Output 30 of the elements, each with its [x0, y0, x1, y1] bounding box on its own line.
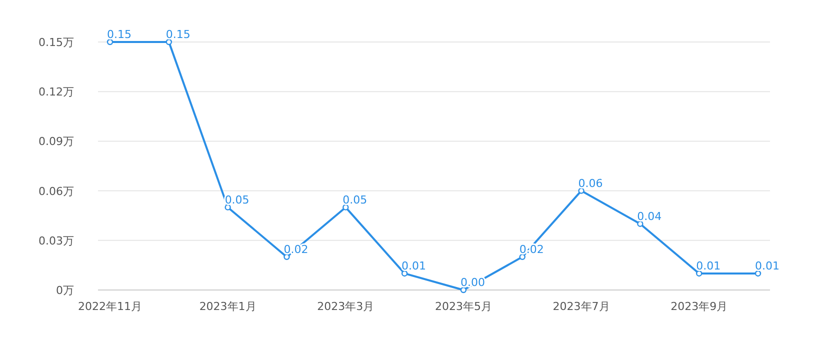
x-tick-label: 2022年11月 [78, 300, 142, 313]
data-label: 0.04 [637, 210, 662, 223]
x-tick-label: 2023年1月 [199, 300, 256, 313]
point [578, 188, 584, 194]
point [224, 204, 231, 210]
x-tick-label: 2023年3月 [317, 300, 374, 313]
data-label: 0.15 [107, 28, 132, 41]
point [166, 38, 172, 46]
point [106, 38, 114, 46]
data-label: 0.15 [166, 28, 190, 41]
data-label: 0.05 [342, 193, 368, 206]
data-label: 0.01 [755, 259, 780, 272]
y-tick-label: 0.12万 [38, 86, 74, 99]
point [401, 270, 408, 277]
y-tick-label: 0万 [56, 284, 74, 297]
data-label: 0.06 [578, 176, 603, 190]
x-tick-label: 2023年9月 [670, 300, 728, 313]
y-tick-label: 0.03万 [38, 234, 74, 248]
y-tick-label: 0.15万 [38, 36, 74, 49]
x-tick-label: 2023年7月 [552, 300, 610, 313]
data-label: 0.01 [402, 259, 426, 272]
x-tick-label: 2023年5月 [434, 300, 492, 313]
point [637, 220, 644, 227]
point [342, 204, 349, 210]
data-label: 0.01 [696, 259, 721, 272]
point [754, 270, 762, 277]
y-tick-label: 0.06万 [38, 184, 74, 198]
y-tick-label: 0.09万 [38, 135, 74, 148]
point [696, 270, 702, 277]
data-label: 0.05 [224, 193, 250, 206]
